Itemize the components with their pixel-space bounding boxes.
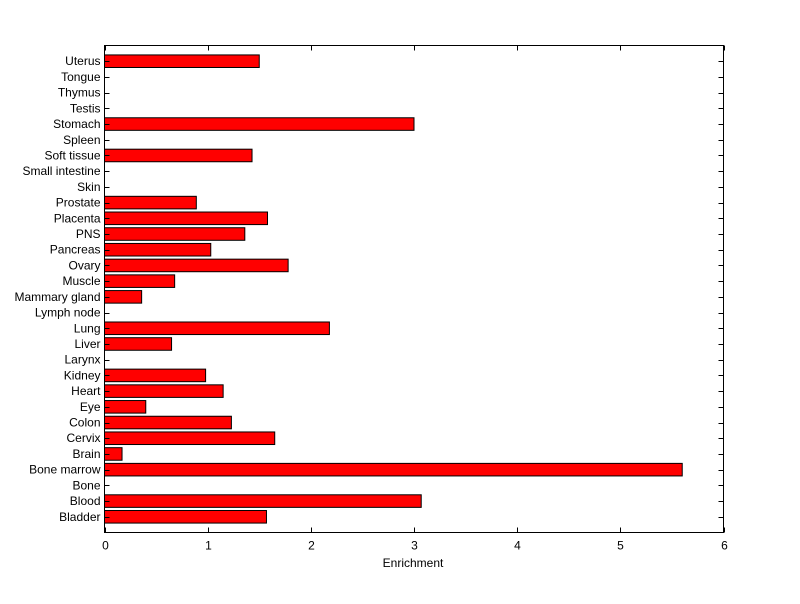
- y-tick-label: Bone marrow: [29, 463, 101, 477]
- x-tick-label: 3: [411, 539, 418, 553]
- y-tick-label: Skin: [77, 180, 100, 194]
- x-tick-label: 1: [205, 539, 212, 553]
- x-tick-label: 5: [617, 539, 624, 553]
- bar-ovary: [104, 258, 289, 273]
- y-tick-label: Prostate: [56, 196, 101, 210]
- bar-placenta: [104, 211, 269, 226]
- y-tick-label: Muscle: [62, 274, 100, 288]
- y-tick-label: Eye: [80, 400, 101, 414]
- bar-blood: [104, 494, 422, 508]
- y-tick-label: Heart: [71, 384, 101, 398]
- bar-colon: [104, 415, 232, 430]
- y-tick-label: Stomach: [53, 117, 100, 131]
- y-tick-label: Thymus: [58, 86, 101, 100]
- y-tick-label: Spleen: [63, 133, 100, 147]
- bar-eye: [104, 400, 147, 414]
- bar-bone-marrow: [104, 462, 683, 477]
- y-tick-label: Small intestine: [22, 164, 100, 178]
- y-tick-label: Uterus: [65, 54, 100, 68]
- y-tick-label: Pancreas: [50, 243, 101, 257]
- y-tick-label: Brain: [72, 447, 100, 461]
- x-tick-label: 0: [102, 539, 109, 553]
- y-tick-label: Lymph node: [35, 306, 101, 320]
- y-tick-label: Liver: [74, 337, 100, 351]
- bar-soft-tissue: [104, 148, 253, 163]
- y-tick-label: Mammary gland: [14, 290, 100, 304]
- bar-cervix: [104, 431, 276, 446]
- bar-pns: [104, 227, 246, 241]
- y-tick-label: Placenta: [54, 211, 101, 225]
- y-tick-label: Testis: [70, 101, 101, 115]
- x-tick-label: 2: [308, 539, 315, 553]
- y-tick-label: Cervix: [66, 431, 100, 445]
- bar-uterus: [104, 54, 260, 68]
- x-tick-label: 6: [721, 539, 728, 553]
- y-tick-label: Bone: [72, 478, 100, 492]
- x-axis-label: Enrichment: [383, 556, 444, 570]
- bar-muscle: [104, 274, 176, 288]
- y-tick-label: Ovary: [68, 258, 100, 272]
- bar-stomach: [104, 117, 415, 131]
- bar-kidney: [104, 368, 207, 383]
- bar-lung: [104, 321, 330, 336]
- y-tick-label: Colon: [69, 416, 100, 430]
- bar-brain: [104, 447, 123, 461]
- y-tick-label: Bladder: [59, 510, 100, 524]
- y-tick-label: Kidney: [64, 368, 101, 382]
- bar-mammary-gland: [104, 290, 143, 304]
- y-tick-label: Lung: [74, 321, 101, 335]
- y-tick-label: Larynx: [64, 353, 100, 367]
- y-tick-label: Tongue: [61, 70, 101, 84]
- y-tick-label: PNS: [76, 227, 101, 241]
- y-tick-label: Blood: [70, 494, 101, 508]
- bar-prostate: [104, 195, 197, 210]
- bar-bladder: [104, 510, 267, 524]
- x-tick-label: 4: [514, 539, 521, 553]
- bar-pancreas: [104, 242, 212, 257]
- bar-heart: [104, 384, 224, 398]
- y-tick-label: Soft tissue: [44, 148, 100, 162]
- bar-liver: [104, 337, 173, 351]
